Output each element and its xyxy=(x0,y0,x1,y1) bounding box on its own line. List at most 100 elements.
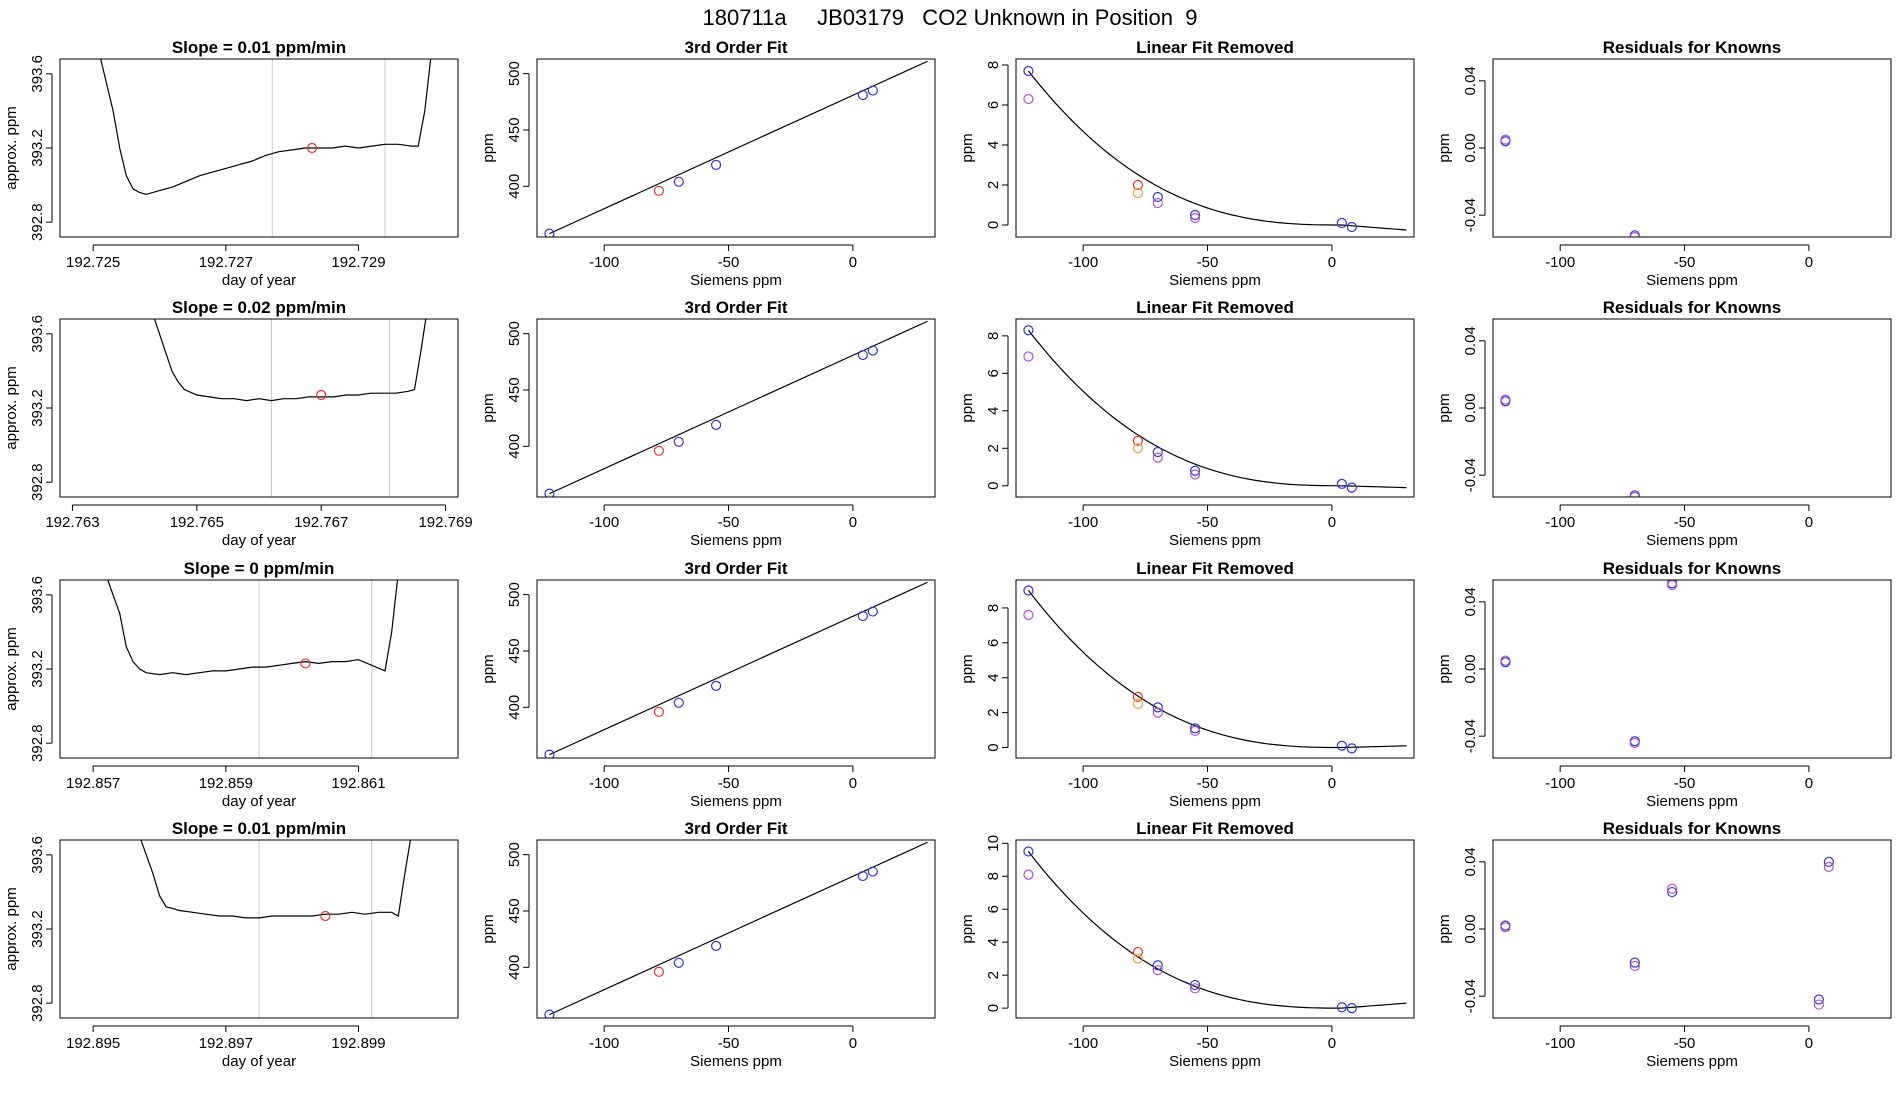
y-tick-label: 392.8 xyxy=(29,203,46,241)
x-tick-label: -50 xyxy=(718,254,740,271)
y-tick-label: 0.00 xyxy=(1462,393,1479,422)
known-point xyxy=(1346,743,1357,754)
known-point xyxy=(544,488,555,497)
panel-title: Slope = 0.01 ppm/min xyxy=(172,819,346,838)
panel-title: Slope = 0 ppm/min xyxy=(184,559,335,578)
known-point xyxy=(857,89,868,101)
known-point xyxy=(1023,585,1034,596)
plot-frame xyxy=(1015,318,1415,498)
x-tick-label: -50 xyxy=(1197,254,1219,271)
series-line xyxy=(100,59,432,196)
panel-3-0: Slope = 0.01 ppm/min 192.895 192.897 192.89… xyxy=(3,819,459,1070)
x-tick-label: 0 xyxy=(849,775,857,792)
plot-frame xyxy=(536,318,936,498)
plot-data xyxy=(100,59,432,196)
known-point xyxy=(867,345,878,356)
y-axis-label: ppm xyxy=(959,393,976,422)
y-tick-label: 4 xyxy=(985,674,1002,682)
y-tick-label: 500 xyxy=(506,842,523,867)
y-tick-label: 450 xyxy=(506,638,523,663)
panel-title: Linear Fit Removed xyxy=(1136,819,1294,838)
y-tick-label: 393.2 xyxy=(29,389,46,427)
fit-curve xyxy=(1027,590,1407,749)
panel-0-2: Linear Fit Removed -100 -50 0 Siemens ppm 0 2 4… xyxy=(959,38,1415,289)
plot-frame xyxy=(59,839,459,1019)
y-axis-label: approx. ppm xyxy=(3,887,20,970)
x-tick-label: 0 xyxy=(1805,1035,1813,1052)
panel-3-2: Linear Fit Removed -100 -50 0 Siemens ppm 0 2 4… xyxy=(959,819,1415,1070)
known-point xyxy=(1813,994,1824,1005)
plot-data xyxy=(544,841,928,1018)
fit-curve xyxy=(1027,329,1407,489)
known-point xyxy=(1336,217,1347,229)
known-point xyxy=(1189,212,1201,224)
x-tick-label: -100 xyxy=(1068,775,1098,792)
known-point xyxy=(1023,93,1034,105)
x-tick-label: 192.899 xyxy=(331,1035,385,1052)
panel-0-1: 3rd Order Fit -100 -50 0 Siemens ppm 400 450 50… xyxy=(480,38,936,289)
known-point xyxy=(1152,965,1163,976)
x-axis-label: day of year xyxy=(222,1053,296,1070)
x-tick-label: -100 xyxy=(1545,1035,1575,1052)
panel-1-1: 3rd Order Fit -100 -50 0 Siemens ppm 400 450 50… xyxy=(480,298,936,549)
x-tick-label: -100 xyxy=(1068,1035,1098,1052)
plot-frame xyxy=(1492,318,1892,498)
known-point xyxy=(1500,134,1511,145)
unknown-point xyxy=(653,966,664,977)
plot-frame xyxy=(1492,579,1892,759)
known-point xyxy=(1823,856,1834,867)
y-tick-label: 392.8 xyxy=(29,724,46,762)
panel-title: Residuals for Knowns xyxy=(1603,819,1782,838)
plot-frame xyxy=(1015,58,1415,238)
plot-frame xyxy=(1492,58,1892,238)
y-tick-label: 6 xyxy=(985,101,1002,109)
known-point xyxy=(1189,979,1201,991)
y-axis-label: ppm xyxy=(1436,133,1453,162)
y-tick-label: 2 xyxy=(985,444,1002,452)
y-axis-label: ppm xyxy=(1436,914,1453,943)
unknown-point xyxy=(653,706,664,717)
y-tick-label: 2 xyxy=(985,971,1002,979)
plot-data xyxy=(1023,65,1407,233)
y-tick-label: 8 xyxy=(985,332,1002,340)
known-point xyxy=(1666,883,1678,894)
y-tick-label: 393.2 xyxy=(29,129,46,167)
plot-frame xyxy=(1015,579,1415,759)
known-point xyxy=(1152,197,1163,209)
x-axis-label: Siemens ppm xyxy=(690,793,782,810)
x-tick-label: -100 xyxy=(1068,514,1098,531)
unknown-point xyxy=(1132,435,1143,446)
panel-2-0: Slope = 0 ppm/min 192.857 192.859 192.861 da… xyxy=(3,559,459,810)
unknown-point xyxy=(1132,179,1143,191)
unknown-point xyxy=(1132,946,1143,958)
x-tick-label: -100 xyxy=(589,514,619,531)
panel-1-0: Slope = 0.02 ppm/min 192.763 192.765 192.76… xyxy=(3,298,473,549)
y-tick-label: 400 xyxy=(506,434,523,459)
known-point xyxy=(1023,351,1034,362)
known-point xyxy=(1666,886,1678,898)
x-tick-label: 192.765 xyxy=(170,514,224,531)
x-tick-label: 0 xyxy=(1805,514,1813,531)
y-axis-label: approx. ppm xyxy=(3,106,20,189)
panel-1-3: Residuals for Knowns -100 -50 0 Siemens ppm -… xyxy=(1436,298,1892,549)
series-line xyxy=(140,840,411,919)
x-tick-label: -100 xyxy=(1545,254,1575,271)
y-tick-label: -0.04 xyxy=(1462,979,1479,1013)
x-tick-label: -50 xyxy=(718,514,740,531)
x-axis-label: Siemens ppm xyxy=(1646,793,1738,810)
known-point xyxy=(1629,737,1640,748)
y-tick-label: 0 xyxy=(985,221,1002,229)
plot-data xyxy=(1500,580,1678,748)
y-tick-label: 393.6 xyxy=(29,55,46,93)
y-tick-label: 0 xyxy=(985,743,1002,751)
y-tick-label: 500 xyxy=(506,321,523,346)
known-point xyxy=(544,228,555,237)
plot-frame xyxy=(59,58,459,238)
x-tick-label: -100 xyxy=(589,1035,619,1052)
plot-data xyxy=(1023,846,1407,1014)
known-point xyxy=(1189,469,1201,480)
known-point xyxy=(1189,723,1201,734)
known-point xyxy=(1132,443,1143,454)
unknown-point xyxy=(306,142,318,154)
y-tick-label: -0.04 xyxy=(1462,458,1479,492)
